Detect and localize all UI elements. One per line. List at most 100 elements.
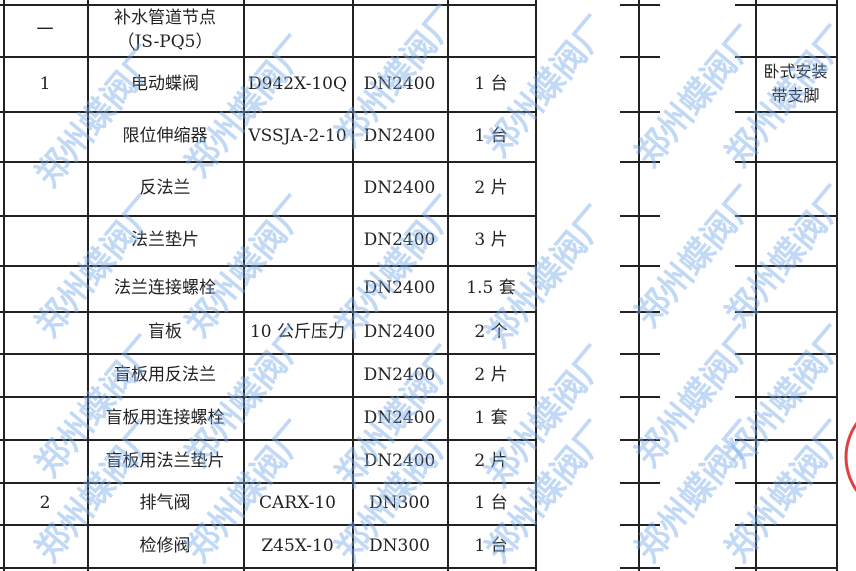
row-line xyxy=(620,524,660,526)
watermark-text: 郑州蝶阀厂 xyxy=(627,18,768,175)
cell-name: 法兰垫片 xyxy=(131,230,199,250)
cell-qty: 3 片 xyxy=(474,230,508,250)
cell-model xyxy=(243,396,352,439)
column-line xyxy=(447,0,449,571)
row-line xyxy=(0,111,535,113)
row-line xyxy=(620,215,660,217)
row-line xyxy=(735,215,836,217)
row-line xyxy=(735,111,836,113)
row-line xyxy=(0,524,535,526)
cell-spec: DN2400 xyxy=(363,407,436,428)
cell-name: 盲板 xyxy=(148,322,182,342)
cell-qty: 1 台 xyxy=(474,535,508,556)
red-seal-stamp xyxy=(844,421,856,493)
row-line xyxy=(620,353,660,355)
row-line xyxy=(735,311,836,313)
column-line xyxy=(352,0,354,571)
row-line xyxy=(620,4,660,6)
column-line xyxy=(87,0,89,571)
cell-spec: DN300 xyxy=(369,535,430,556)
row-line xyxy=(620,111,660,113)
cell-spec: DN2400 xyxy=(363,126,436,146)
row-line xyxy=(0,567,535,569)
cell-model xyxy=(243,439,352,482)
cell-remark: 卧式安装 带支脚 xyxy=(763,61,828,105)
cell-name: 反法兰 xyxy=(139,178,191,198)
cell-qty: 1 套 xyxy=(474,407,508,428)
row-line xyxy=(620,56,660,58)
row-line xyxy=(735,56,836,58)
row-line xyxy=(620,396,660,398)
row-line xyxy=(0,439,535,441)
cell-no xyxy=(3,265,87,311)
cell-qty: 2 片 xyxy=(474,178,508,198)
cell-qty xyxy=(447,4,535,56)
column-line xyxy=(755,0,757,571)
cell-model: 10 公斤压力 xyxy=(249,322,346,342)
cell-spec: DN2400 xyxy=(363,322,436,342)
watermark-text: 郑州蝶阀厂 xyxy=(627,318,768,475)
column-line xyxy=(3,0,5,571)
cell-name: 检修阀 xyxy=(139,535,191,556)
row-line xyxy=(0,215,535,217)
cell-name: 电动蝶阀 xyxy=(131,73,199,94)
cell-name: 盲板用连接螺栓 xyxy=(105,407,225,428)
row-line xyxy=(0,4,535,6)
row-line xyxy=(735,353,836,355)
row-line xyxy=(0,265,535,267)
row-line xyxy=(620,439,660,441)
cell-qty: 1 台 xyxy=(474,73,508,94)
row-line xyxy=(735,482,836,484)
cell-model xyxy=(243,215,352,265)
column-line xyxy=(638,0,640,571)
cell-name: 排气阀 xyxy=(139,493,191,513)
row-line xyxy=(735,161,836,163)
row-line xyxy=(0,396,535,398)
cell-model: VSSJA-2-10 xyxy=(248,126,347,146)
cell-spec: DN2400 xyxy=(363,73,436,94)
column-line xyxy=(535,0,537,571)
cell-no xyxy=(3,439,87,482)
cell-model: Z45X-10 xyxy=(261,535,334,556)
watermark-text: 郑州蝶阀厂 xyxy=(627,413,768,570)
cell-spec xyxy=(352,4,447,56)
cell-qty: 2 个 xyxy=(474,322,508,342)
cell-qty: 1 台 xyxy=(474,126,508,146)
cell-spec: DN2400 xyxy=(363,364,436,385)
cell-qty: 2 片 xyxy=(474,450,508,471)
row-line xyxy=(0,161,535,163)
cell-model xyxy=(243,353,352,396)
cell-spec: DN300 xyxy=(369,493,430,513)
row-line xyxy=(620,161,660,163)
cell-name: 法兰连接螺栓 xyxy=(114,278,216,298)
row-line xyxy=(735,524,836,526)
cell-name: 盲板用法兰垫片 xyxy=(105,450,225,471)
cell-model xyxy=(243,4,352,56)
cell-model xyxy=(243,161,352,215)
cell-no: 一 xyxy=(36,20,54,40)
watermark-text: 郑州蝶阀厂 xyxy=(717,413,856,570)
row-line xyxy=(0,353,535,355)
row-line xyxy=(735,567,836,569)
row-line xyxy=(0,56,535,58)
row-line xyxy=(0,482,535,484)
cell-spec: DN2400 xyxy=(363,450,436,471)
cell-model xyxy=(243,265,352,311)
row-line xyxy=(0,311,535,313)
cell-no: 2 xyxy=(39,493,51,513)
cell-no xyxy=(3,353,87,396)
watermark-text: 郑州蝶阀厂 xyxy=(717,318,856,475)
cell-name: 盲板用反法兰 xyxy=(114,364,216,385)
row-line xyxy=(620,482,660,484)
cell-no: 1 xyxy=(39,73,51,94)
cell-qty: 1.5 套 xyxy=(466,278,516,298)
column-line xyxy=(243,0,245,571)
row-line xyxy=(735,265,836,267)
cell-no xyxy=(3,215,87,265)
cell-qty: 2 片 xyxy=(474,364,508,385)
row-line xyxy=(620,567,660,569)
row-line xyxy=(620,311,660,313)
row-line xyxy=(735,396,836,398)
cell-no xyxy=(3,311,87,353)
cell-no xyxy=(3,111,87,161)
